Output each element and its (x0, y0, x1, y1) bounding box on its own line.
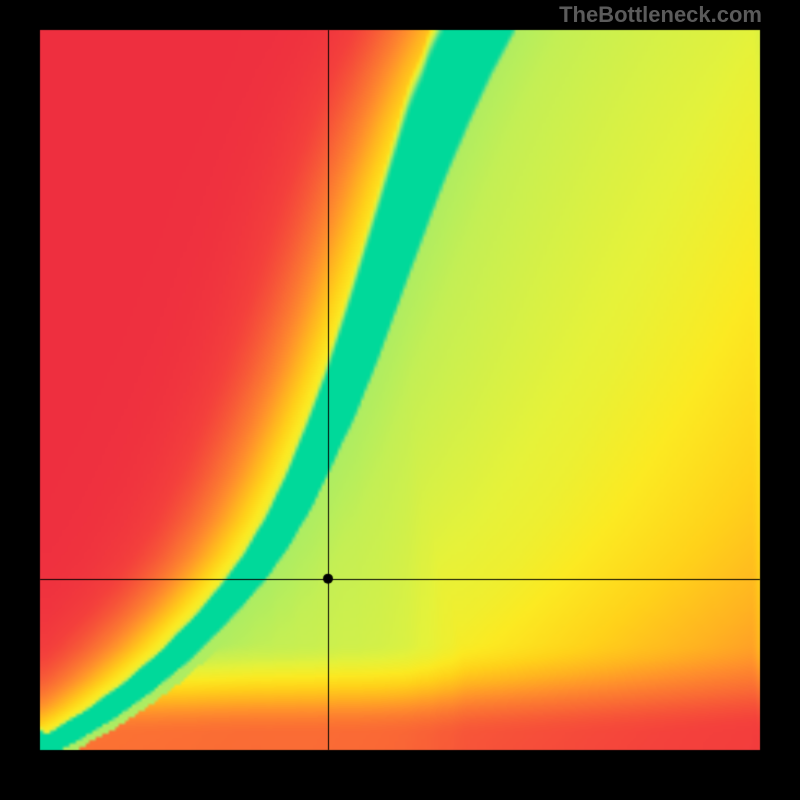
overlay-canvas (0, 0, 800, 800)
chart-container: TheBottleneck.com (0, 0, 800, 800)
watermark-text: TheBottleneck.com (559, 2, 762, 28)
